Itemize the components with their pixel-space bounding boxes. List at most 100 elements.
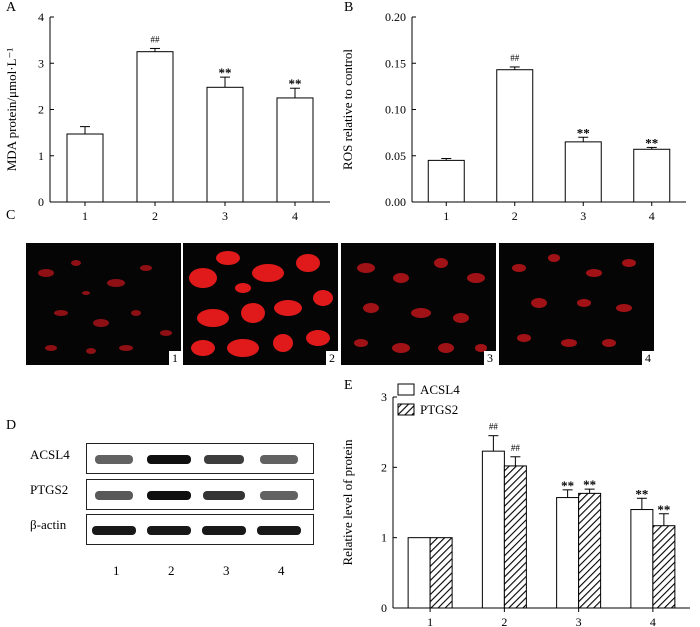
bar [556,497,580,609]
fluorescence-cells-4 [512,254,636,347]
bar [578,492,602,609]
bar [276,97,314,203]
y-axis-label: Relative level of protein [340,439,355,565]
x-tick-label: 4 [292,209,298,223]
blot-label-ptgs2: PTGS2 [30,482,69,497]
blot-band [257,525,301,535]
x-tick-label: 4 [650,615,656,627]
y-tick-label: 1 [381,531,387,545]
x-tick-label: 2 [512,209,518,223]
blot-label-actin: β-actin [30,517,67,532]
blot-band [147,490,191,500]
lane-label: 3 [223,563,230,578]
image-label: 1 [169,351,181,365]
panel-label-c: C [6,208,16,223]
image-label: 4 [642,351,654,365]
x-tick-label: 3 [580,209,586,223]
fluorescence-image-4: 4 [499,243,654,365]
bar [630,509,654,609]
legend-swatch-acsl4 [397,383,415,396]
lane-label: 1 [113,563,120,578]
significance-label: ** [577,125,590,140]
significance-label: ## [510,53,520,63]
y-tick-label: 3 [38,56,44,70]
bar [427,159,465,203]
y-axis-label: MDA protein/μmol·L⁻¹ [4,48,19,172]
x-tick-label: 4 [649,209,655,223]
y-tick-label: 0.15 [385,56,406,70]
y-tick-label: 1 [38,149,44,163]
y-axis-label: ROS relative to control [340,49,355,170]
blot-band [94,490,134,500]
bar [503,465,527,609]
x-tick-label: 1 [82,209,88,223]
bar [633,148,671,203]
blot-band [92,525,136,535]
bar [206,86,244,203]
y-tick-label: 0.00 [385,195,406,209]
significance-label: ## [511,443,521,453]
blot-band [147,454,191,464]
fluorescence-image-2: 2 [183,243,338,365]
x-tick-label: 2 [501,615,507,627]
bar [564,141,602,203]
bar [481,450,505,609]
x-tick-label: 3 [576,615,582,627]
bar [496,69,534,203]
fluorescence-cells-2 [189,251,333,357]
image-label: 2 [326,351,338,365]
blot-band [203,454,245,464]
blot-band [95,454,133,464]
bar [136,51,174,203]
significance-label: ** [219,65,232,80]
legend-label-ptgs2: PTGS2 [420,402,458,417]
bar [407,537,431,609]
x-tick-label: 1 [427,615,433,627]
blot-band [260,490,298,500]
blot-row-acsl4 [86,443,314,474]
panel-label-b: B [344,0,354,15]
y-tick-label: 4 [38,10,44,24]
blot-label-acsl4: ACSL4 [30,447,70,462]
bar [652,525,676,609]
chart-a: 0 1 2 3 4 MDA protein/μmol·L⁻¹ 1 2 3 4 ## ** ** [4,10,330,223]
blot-band [147,525,191,535]
significance-label: ** [645,135,658,150]
y-tick-label: 0 [38,195,44,209]
fluorescence-cells-1 [38,260,172,354]
fluorescence-cells-3 [354,258,487,353]
blot-band [203,490,245,500]
legend-swatch-ptgs2 [397,403,415,416]
blot-band [260,454,298,464]
x-tick-label: 2 [152,209,158,223]
significance-label: ** [657,502,670,517]
y-tick-label: 0.10 [385,103,406,117]
significance-label: ## [151,34,161,44]
x-tick-label: 3 [222,209,228,223]
y-tick-label: 2 [381,460,387,474]
y-tick-label: 0.05 [385,149,406,163]
y-tick-label: 0 [381,601,387,615]
legend-label-acsl4: ACSL4 [420,382,460,397]
image-label: 3 [484,351,496,365]
significance-label: ** [583,477,596,492]
panel-label-e: E [344,378,353,393]
blot-row-actin [86,514,314,545]
significance-label: ** [635,486,648,501]
chart-b: 0.00 0.05 0.10 0.15 0.20 ROS relative to cont… [340,10,686,223]
y-tick-label: 2 [38,103,44,117]
panel-label-d: D [6,418,17,433]
fluorescence-image-3: 3 [341,243,496,365]
blot-band [202,525,246,535]
bar [429,537,453,609]
significance-label: ## [489,422,499,432]
lane-label: 2 [168,563,175,578]
chart-e: 0 1 2 3 Relative level of protein 1 2 3 4 ## ** ** #… [340,382,690,627]
y-tick-label: 3 [381,390,387,404]
y-tick-label: 0.20 [385,10,406,24]
bar [66,133,104,203]
blot-row-ptgs2 [86,479,314,510]
lane-label: 4 [278,563,285,578]
significance-label: ** [561,478,574,493]
fluorescence-image-1: 1 [26,243,181,365]
